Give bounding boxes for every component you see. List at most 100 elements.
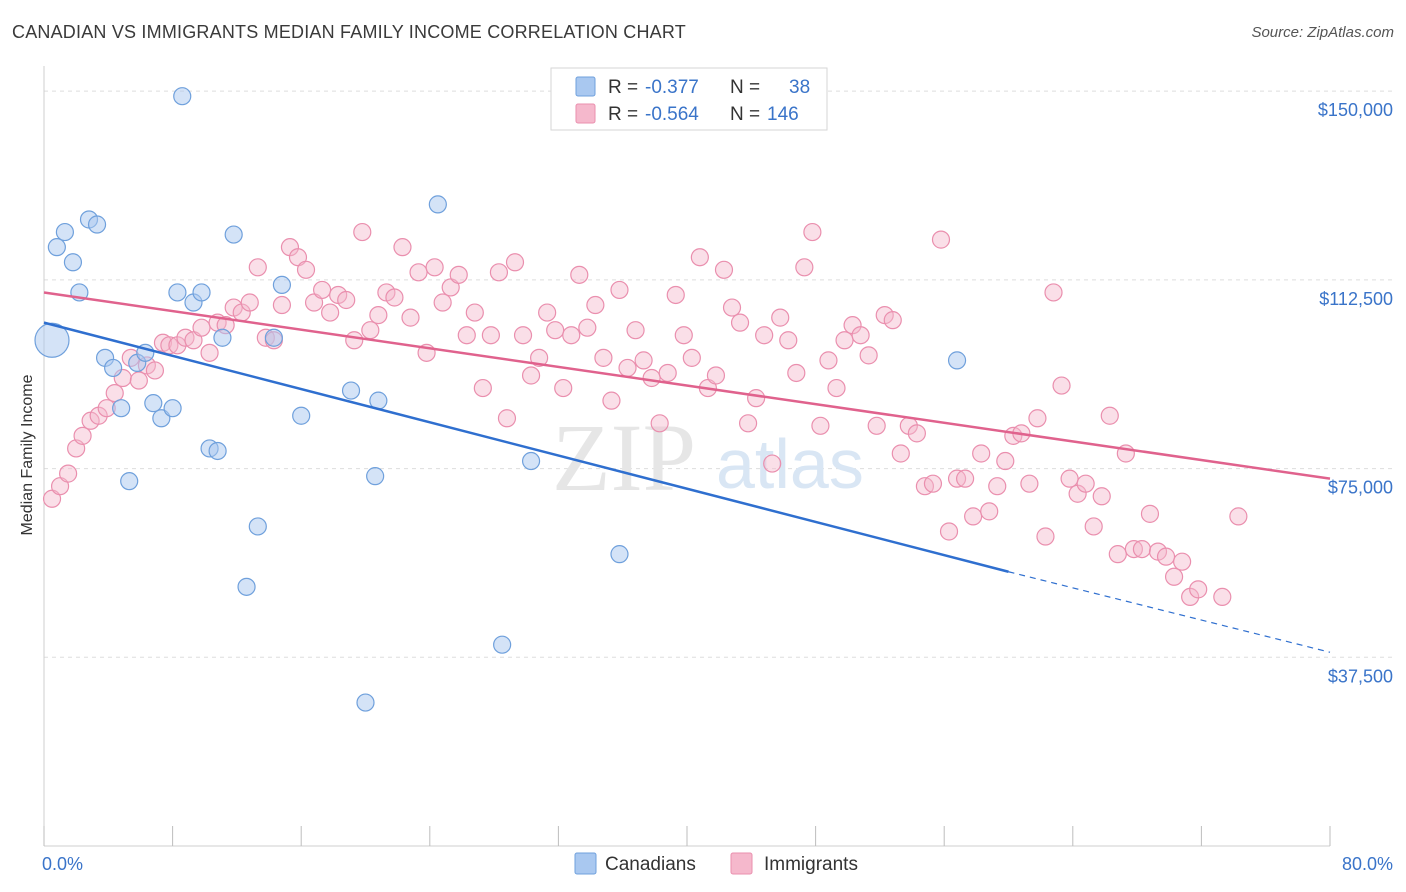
- immigrants-point: [988, 477, 1007, 496]
- x-tick-label: 80.0%: [1342, 854, 1393, 874]
- immigrants-point: [835, 331, 854, 350]
- immigrants-point: [465, 303, 484, 322]
- immigrants-point: [489, 263, 509, 282]
- canadians-point: [213, 328, 232, 347]
- canadians-point: [610, 545, 629, 564]
- immigrants-point: [642, 368, 661, 388]
- immigrants-point: [722, 298, 742, 317]
- immigrants-point: [594, 348, 613, 367]
- immigrants-point: [682, 348, 701, 367]
- immigrants-point: [546, 321, 565, 340]
- canadians-point: [521, 451, 541, 471]
- canadians-point: [264, 328, 283, 347]
- immigrants-point: [473, 378, 492, 398]
- immigrants-point: [248, 258, 267, 277]
- axes: [43, 66, 1331, 847]
- immigrants-point: [1076, 474, 1095, 493]
- legend-swatch-immigrants: [575, 103, 596, 124]
- immigrants-point: [1213, 587, 1232, 607]
- canadians-trend-line: [43, 321, 1009, 573]
- legend-n-label-2: N =: [730, 104, 760, 125]
- y-tick-labels: $37,500 $75,000 $112,500 $150,000: [1318, 100, 1393, 686]
- immigrants-point: [1100, 406, 1119, 425]
- canadians-point: [55, 222, 74, 242]
- immigrants-point: [312, 280, 332, 300]
- canadians-point: [947, 351, 967, 370]
- immigrants-point: [883, 311, 902, 330]
- legend-top-box: [550, 67, 828, 131]
- canadians-point: [87, 215, 107, 234]
- immigrants-point: [1084, 517, 1103, 536]
- immigrants-point: [481, 326, 500, 345]
- canadians-point: [112, 399, 131, 418]
- canadians-point: [208, 441, 227, 461]
- canadians-point: [248, 517, 267, 536]
- immigrants-point: [964, 507, 983, 526]
- immigrants-point: [819, 351, 838, 370]
- canadians-point: [272, 275, 292, 295]
- canadians-point: [173, 87, 192, 106]
- immigrants-point: [1036, 527, 1055, 546]
- immigrants-point: [1189, 580, 1208, 599]
- immigrants-point: [296, 260, 316, 279]
- legend-bottom-swatch-immigrants: [730, 852, 753, 875]
- immigrants-point: [401, 308, 420, 327]
- immigrants-point: [923, 474, 943, 493]
- canadians-trend-extension: [1008, 571, 1331, 653]
- immigrants-point: [1028, 409, 1047, 428]
- immigrants-point: [674, 326, 693, 345]
- canadians-point: [168, 283, 187, 302]
- immigrants-point: [361, 321, 380, 340]
- immigrants-point: [425, 258, 444, 277]
- immigrants-point: [714, 260, 734, 279]
- watermark: ZIP atlas: [552, 404, 864, 511]
- chart-title: CANADIAN VS IMMIGRANTS MEDIAN FAMILY INC…: [12, 22, 686, 42]
- immigrants-point: [747, 389, 766, 408]
- immigrants-point: [1132, 539, 1152, 559]
- legend-r-label-2: R =: [608, 104, 638, 125]
- legend-bottom: Canadians Immigrants: [574, 852, 858, 875]
- canadians-point: [224, 225, 243, 244]
- legend-swatch-canadians: [575, 76, 596, 97]
- immigrants-point: [738, 414, 758, 433]
- immigrants-trend-line: [43, 291, 1331, 480]
- canadians-point: [237, 577, 256, 596]
- canadians-point: [47, 238, 66, 257]
- immigrants-point: [771, 308, 790, 327]
- immigrants-point: [353, 222, 372, 242]
- immigrants-point: [803, 222, 822, 242]
- immigrants-point: [811, 416, 830, 435]
- immigrants-point: [1164, 567, 1184, 586]
- canadians-point: [63, 253, 83, 272]
- immigrants-point: [706, 366, 726, 385]
- legend-r-value-2: -0.564: [645, 104, 699, 125]
- immigrants-point: [105, 383, 124, 403]
- immigrants-point: [1020, 474, 1039, 493]
- immigrants-point: [851, 326, 870, 345]
- immigrants-point: [530, 348, 549, 367]
- immigrants-point: [939, 522, 959, 541]
- immigrants-point: [891, 444, 910, 463]
- x-tick-label: 0.0%: [42, 854, 83, 874]
- canadians-point: [152, 409, 171, 428]
- canadians-point: [493, 635, 512, 654]
- immigrants-point: [610, 280, 629, 300]
- immigrants-point: [618, 358, 637, 378]
- y-tick-label: $75,000: [1328, 478, 1393, 498]
- immigrants-point: [1156, 547, 1176, 566]
- legend-r-label-1: R =: [608, 77, 638, 98]
- immigrants-point: [972, 444, 991, 463]
- immigrants-point: [795, 258, 814, 277]
- canadians-point: [34, 322, 70, 358]
- legend-n-value-1: 38: [789, 77, 810, 98]
- immigrants-point: [369, 305, 388, 325]
- immigrants-point: [755, 326, 774, 345]
- immigrants-point: [59, 464, 78, 483]
- canadians-point: [366, 467, 385, 486]
- y-tick-label: $150,000: [1318, 100, 1393, 120]
- immigrants-point: [457, 326, 476, 345]
- canadians-point: [120, 472, 139, 491]
- immigrants-point: [1229, 507, 1248, 526]
- immigrants-point: [570, 265, 589, 284]
